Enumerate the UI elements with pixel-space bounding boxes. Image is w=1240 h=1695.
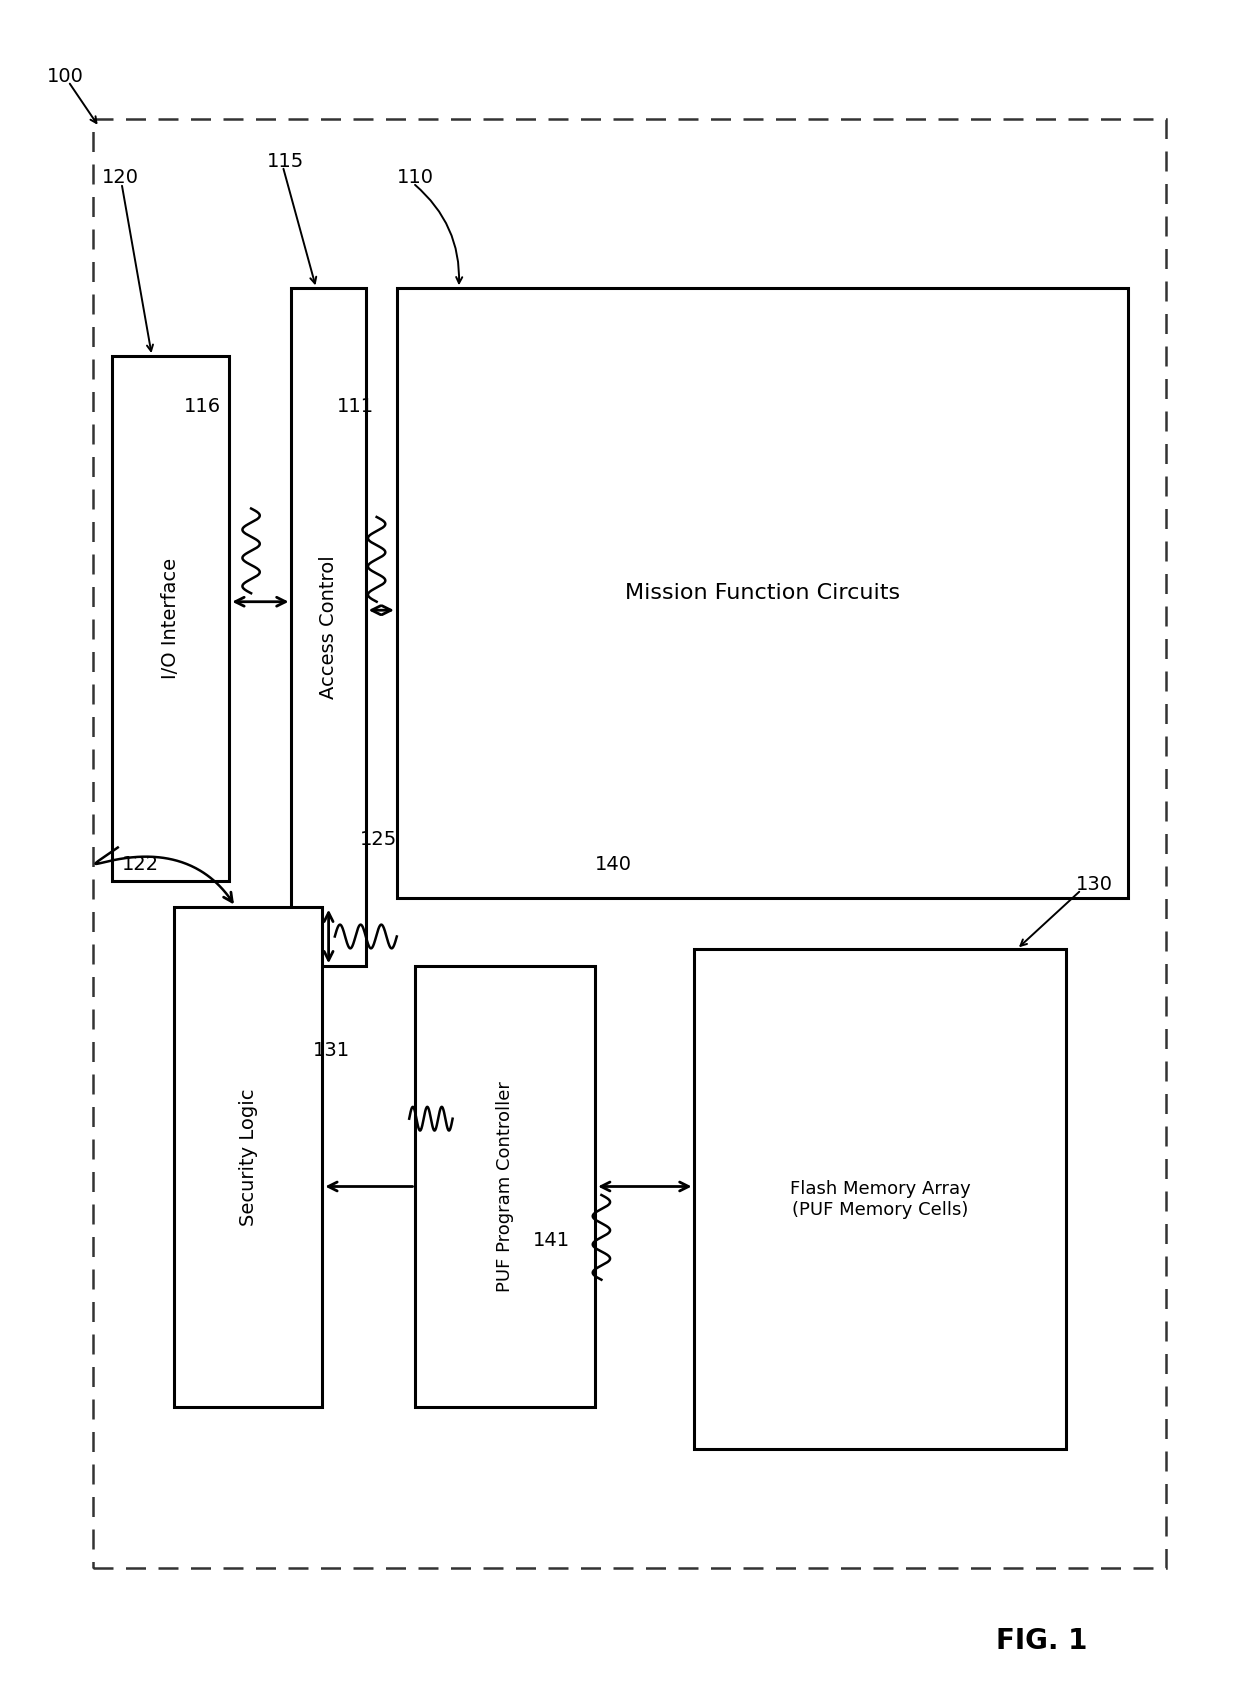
Bar: [291, 288, 366, 966]
Text: 131: 131: [312, 1041, 350, 1061]
Text: 120: 120: [102, 168, 139, 188]
Text: Flash Memory Array
(PUF Memory Cells): Flash Memory Array (PUF Memory Cells): [790, 1180, 971, 1219]
Text: 116: 116: [184, 397, 221, 417]
Bar: [415, 966, 595, 1407]
Text: 110: 110: [397, 168, 434, 188]
Text: PUF Program Controller: PUF Program Controller: [496, 1081, 515, 1292]
Bar: [174, 907, 322, 1407]
Text: 125: 125: [360, 829, 397, 849]
Text: Security Logic: Security Logic: [238, 1088, 258, 1225]
Bar: [397, 288, 1128, 898]
Text: I/O Interface: I/O Interface: [161, 558, 180, 680]
Text: 115: 115: [267, 151, 304, 171]
Bar: [112, 356, 229, 881]
Text: 130: 130: [1076, 875, 1114, 895]
Bar: [694, 949, 1066, 1449]
Text: Mission Function Circuits: Mission Function Circuits: [625, 583, 900, 603]
Text: 100: 100: [47, 66, 84, 86]
Text: FIG. 1: FIG. 1: [996, 1627, 1087, 1654]
Text: 122: 122: [122, 854, 159, 875]
Text: 141: 141: [533, 1231, 570, 1251]
Text: 140: 140: [595, 854, 632, 875]
Bar: [93, 119, 1166, 1568]
Text: Access Control: Access Control: [319, 556, 339, 698]
Text: 111: 111: [337, 397, 374, 417]
